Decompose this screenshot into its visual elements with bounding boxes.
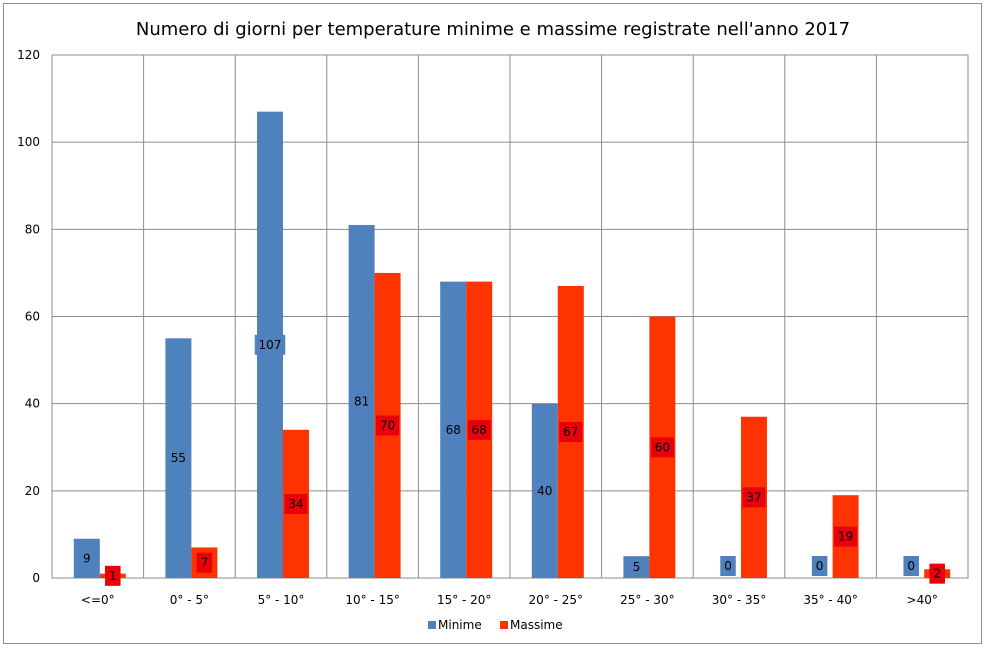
x-tick-label: 15° - 20° [437, 593, 492, 607]
data-label-massime: 37 [746, 490, 761, 504]
data-label-massime: 68 [472, 423, 487, 437]
data-label-minime: 0 [816, 559, 824, 573]
data-label-bg-massime [742, 487, 766, 508]
data-label-minime: 107 [259, 338, 282, 352]
x-tick-label: 0° - 5° [170, 593, 209, 607]
data-label-massime: 1 [109, 569, 117, 583]
data-label-bg-minime [903, 556, 919, 576]
data-label-bg-minime [79, 548, 95, 569]
data-label-massime: 70 [380, 418, 395, 432]
data-label-bg-massime [376, 415, 400, 436]
data-label-bg-massime [834, 526, 858, 547]
data-label-minime: 68 [446, 423, 461, 437]
x-tick-label: 30° - 35° [712, 593, 767, 607]
data-label-massime: 7 [201, 556, 209, 570]
data-label-bg-massime [196, 552, 213, 573]
data-label-massime: 34 [288, 497, 303, 511]
data-label-massime: 67 [563, 425, 578, 439]
bars-layer [73, 111, 951, 579]
data-label-bg-minime [720, 556, 736, 576]
y-tick-label: 0 [32, 571, 40, 585]
data-label-bg-massime [650, 437, 674, 458]
x-tick-label: 20° - 25° [529, 593, 584, 607]
legend-swatch-minime [428, 621, 436, 629]
data-label-bg-massime [467, 419, 491, 440]
y-tick-label: 120 [17, 48, 40, 62]
data-label-bg-minime [350, 391, 374, 412]
grid-layer [51, 54, 969, 579]
y-tick-label: 20 [25, 484, 40, 498]
data-label-minime: 81 [354, 394, 369, 408]
data-label-minime: 5 [633, 560, 641, 574]
x-tick-label: >40° [907, 593, 938, 607]
y-tick-label: 80 [25, 222, 40, 236]
data-label-bg-minime [254, 334, 286, 355]
legend[interactable]: Minime Massime [428, 618, 563, 632]
data-label-bg-minime [441, 419, 465, 440]
data-label-minime: 55 [171, 451, 186, 465]
y-tick-label: 60 [25, 310, 40, 324]
x-tick-label: <=0° [81, 593, 115, 607]
data-label-minime: 0 [724, 559, 732, 573]
legend-label-minime: Minime [438, 618, 482, 632]
x-tick-label: 5° - 10° [258, 593, 305, 607]
x-tick-label: 25° - 30° [620, 593, 675, 607]
data-label-bg-massime [105, 565, 121, 586]
legend-label-massime: Massime [510, 618, 563, 632]
chart-title: Numero di giorni per temperature minime … [136, 19, 850, 40]
data-label-massime: 19 [838, 530, 853, 544]
y-tick-label: 100 [17, 135, 40, 149]
data-label-bg-massime [284, 493, 308, 514]
data-label-bg-minime [166, 448, 190, 469]
data-label-minime: 40 [537, 484, 552, 498]
data-label-bg-minime [628, 557, 645, 578]
data-label-bg-minime [533, 480, 557, 501]
x-tick-label: 35° - 40° [803, 593, 858, 607]
data-label-bg-massime [929, 563, 945, 584]
data-label-minime: 0 [907, 559, 915, 573]
data-label-minime: 9 [83, 551, 91, 565]
legend-swatch-massime [500, 621, 508, 629]
data-label-bg-minime [811, 556, 828, 576]
data-label-bg-massime [559, 421, 583, 442]
data-label-massime: 60 [655, 440, 670, 454]
y-tick-label: 40 [25, 397, 40, 411]
data-label-massime: 2 [933, 567, 941, 581]
x-tick-label: 10° - 15° [345, 593, 400, 607]
